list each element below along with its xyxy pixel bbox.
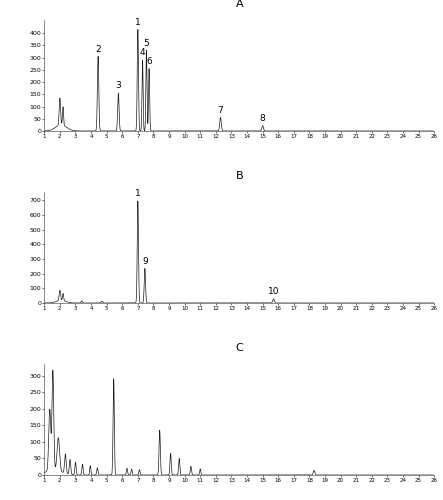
Text: 1: 1	[135, 190, 141, 198]
Text: B: B	[235, 171, 243, 181]
Text: C: C	[235, 343, 243, 353]
Text: 5: 5	[144, 38, 149, 48]
Text: 2: 2	[95, 45, 101, 54]
Text: 10: 10	[268, 288, 279, 296]
Text: 7: 7	[218, 106, 223, 115]
Text: 1: 1	[135, 18, 141, 27]
Text: 4: 4	[140, 48, 145, 58]
Text: 8: 8	[260, 114, 265, 123]
Text: A: A	[235, 0, 243, 9]
Text: 6: 6	[146, 57, 152, 66]
Text: 3: 3	[116, 82, 121, 90]
Text: 9: 9	[142, 257, 148, 266]
